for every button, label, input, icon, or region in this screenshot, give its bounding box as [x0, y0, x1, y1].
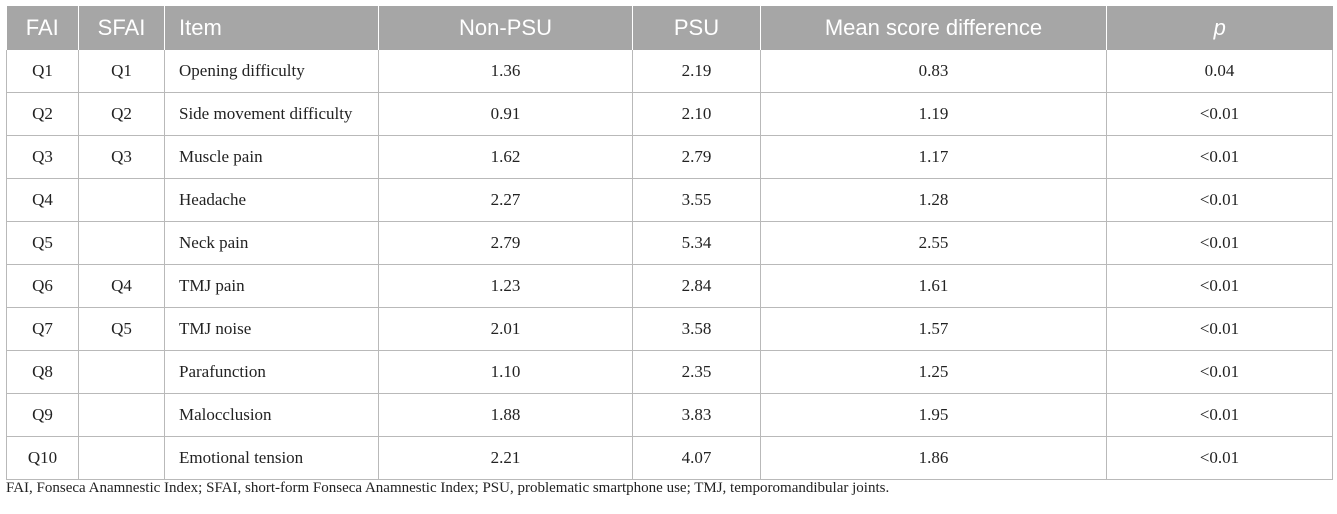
cell-sfai [78, 436, 165, 480]
table-row: Q7 Q5 TMJ noise 2.01 3.58 1.57 <0.01 [6, 307, 1333, 351]
header-mean-score-difference: Mean score difference [760, 6, 1107, 50]
cell-item: TMJ pain [164, 264, 379, 308]
cell-item: Malocclusion [164, 393, 379, 437]
cell-mean-score-difference: 1.95 [760, 393, 1107, 437]
cell-p-value: <0.01 [1106, 393, 1333, 437]
cell-non-psu: 2.01 [378, 307, 633, 351]
cell-psu: 4.07 [632, 436, 761, 480]
header-p-value: p [1106, 6, 1333, 50]
table-row: Q6 Q4 TMJ pain 1.23 2.84 1.61 <0.01 [6, 264, 1333, 308]
cell-mean-score-difference: 1.57 [760, 307, 1107, 351]
cell-fai: Q5 [6, 221, 79, 265]
cell-mean-score-difference: 1.61 [760, 264, 1107, 308]
cell-item: Opening difficulty [164, 50, 379, 93]
cell-fai: Q10 [6, 436, 79, 480]
cell-p-value: <0.01 [1106, 221, 1333, 265]
cell-mean-score-difference: 1.25 [760, 350, 1107, 394]
cell-p-value: <0.01 [1106, 92, 1333, 136]
cell-non-psu: 1.23 [378, 264, 633, 308]
cell-psu: 3.58 [632, 307, 761, 351]
cell-item: Parafunction [164, 350, 379, 394]
cell-fai: Q3 [6, 135, 79, 179]
table-header-row: FAI SFAI Item Non-PSU PSU Mean score dif… [6, 6, 1333, 50]
cell-psu: 5.34 [632, 221, 761, 265]
cell-psu: 2.79 [632, 135, 761, 179]
table-row: Q8 Parafunction 1.10 2.35 1.25 <0.01 [6, 350, 1333, 394]
cell-mean-score-difference: 2.55 [760, 221, 1107, 265]
cell-sfai [78, 178, 165, 222]
table-row: Q2 Q2 Side movement difficulty 0.91 2.10 1.19… [6, 92, 1333, 136]
cell-psu: 2.19 [632, 50, 761, 93]
cell-p-value: <0.01 [1106, 307, 1333, 351]
cell-mean-score-difference: 0.83 [760, 50, 1107, 93]
cell-p-value: <0.01 [1106, 178, 1333, 222]
cell-fai: Q7 [6, 307, 79, 351]
cell-sfai: Q5 [78, 307, 165, 351]
header-psu: PSU [632, 6, 761, 50]
cell-non-psu: 1.10 [378, 350, 633, 394]
cell-fai: Q1 [6, 50, 79, 93]
cell-fai: Q4 [6, 178, 79, 222]
cell-psu: 3.55 [632, 178, 761, 222]
cell-non-psu: 1.62 [378, 135, 633, 179]
table-body: Q1 Q1 Opening difficulty 1.36 2.19 0.83 0.04 Q2… [6, 50, 1333, 480]
cell-p-value: <0.01 [1106, 264, 1333, 308]
table-row: Q5 Neck pain 2.79 5.34 2.55 <0.01 [6, 221, 1333, 265]
table-row: Q4 Headache 2.27 3.55 1.28 <0.01 [6, 178, 1333, 222]
results-table-container: FAI SFAI Item Non-PSU PSU Mean score dif… [6, 6, 1333, 480]
cell-sfai [78, 221, 165, 265]
cell-psu: 3.83 [632, 393, 761, 437]
header-non-psu: Non-PSU [378, 6, 633, 50]
cell-p-value: <0.01 [1106, 436, 1333, 480]
cell-non-psu: 2.27 [378, 178, 633, 222]
cell-fai: Q9 [6, 393, 79, 437]
cell-mean-score-difference: 1.19 [760, 92, 1107, 136]
cell-non-psu: 2.79 [378, 221, 633, 265]
cell-p-value: 0.04 [1106, 50, 1333, 93]
cell-item: Neck pain [164, 221, 379, 265]
cell-sfai: Q3 [78, 135, 165, 179]
cell-sfai [78, 350, 165, 394]
header-sfai: SFAI [78, 6, 165, 50]
cell-item: Muscle pain [164, 135, 379, 179]
cell-fai: Q8 [6, 350, 79, 394]
table-row: Q3 Q3 Muscle pain 1.62 2.79 1.17 <0.01 [6, 135, 1333, 179]
cell-item: Side movement difficulty [164, 92, 379, 136]
cell-mean-score-difference: 1.28 [760, 178, 1107, 222]
header-fai: FAI [6, 6, 79, 50]
cell-fai: Q6 [6, 264, 79, 308]
cell-item: Headache [164, 178, 379, 222]
cell-psu: 2.35 [632, 350, 761, 394]
cell-non-psu: 0.91 [378, 92, 633, 136]
cell-item: Emotional tension [164, 436, 379, 480]
results-table: FAI SFAI Item Non-PSU PSU Mean score dif… [6, 6, 1333, 480]
cell-item: TMJ noise [164, 307, 379, 351]
table-footnote: FAI, Fonseca Anamnestic Index; SFAI, sho… [6, 480, 890, 496]
cell-non-psu: 2.21 [378, 436, 633, 480]
cell-sfai [78, 393, 165, 437]
cell-mean-score-difference: 1.17 [760, 135, 1107, 179]
cell-sfai: Q1 [78, 50, 165, 93]
cell-mean-score-difference: 1.86 [760, 436, 1107, 480]
cell-sfai: Q2 [78, 92, 165, 136]
cell-non-psu: 1.36 [378, 50, 633, 93]
table-row: Q9 Malocclusion 1.88 3.83 1.95 <0.01 [6, 393, 1333, 437]
cell-psu: 2.10 [632, 92, 761, 136]
cell-fai: Q2 [6, 92, 79, 136]
cell-p-value: <0.01 [1106, 350, 1333, 394]
cell-non-psu: 1.88 [378, 393, 633, 437]
header-item: Item [164, 6, 379, 50]
cell-p-value: <0.01 [1106, 135, 1333, 179]
table-row: Q1 Q1 Opening difficulty 1.36 2.19 0.83 0.04 [6, 50, 1333, 93]
cell-psu: 2.84 [632, 264, 761, 308]
table-row: Q10 Emotional tension 2.21 4.07 1.86 <0.01 [6, 436, 1333, 480]
cell-sfai: Q4 [78, 264, 165, 308]
